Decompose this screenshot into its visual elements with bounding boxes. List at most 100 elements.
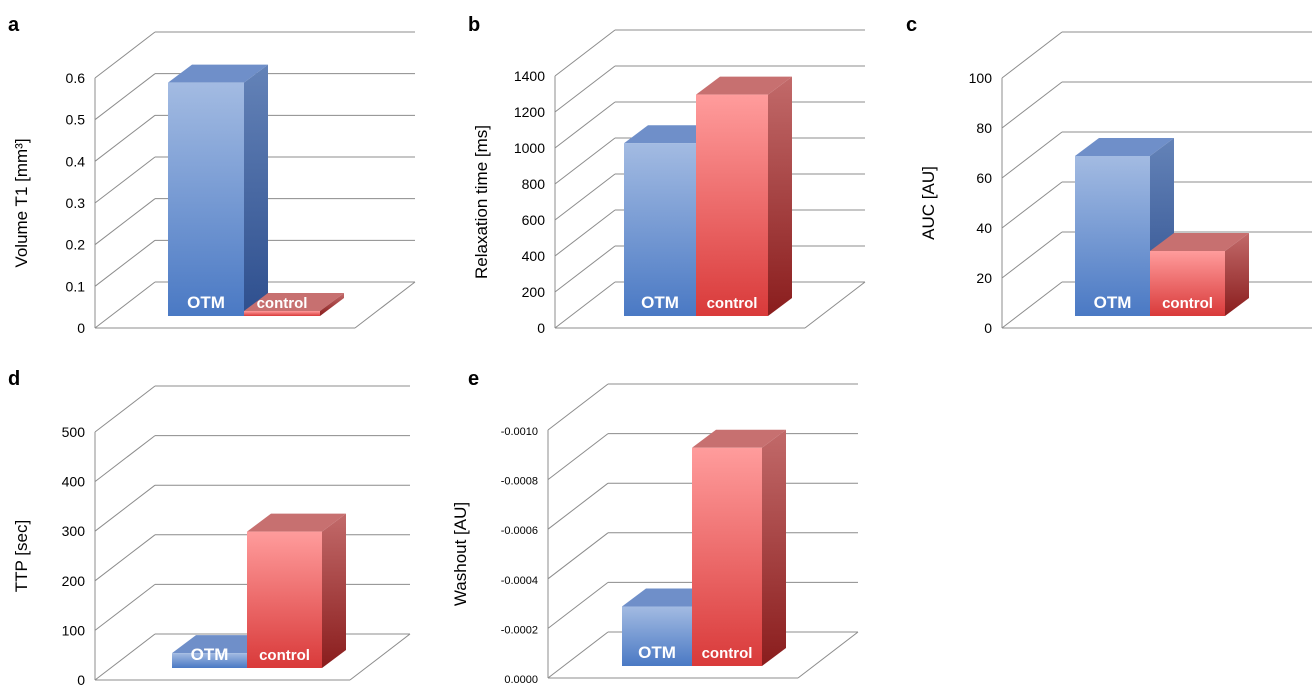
bar-front-face	[692, 447, 762, 666]
y-tick-label: 200	[62, 573, 86, 589]
grid-diagonal	[94, 31, 156, 79]
y-axis-label: Volume T1 [mm³]	[12, 138, 31, 267]
bar-category-label: control	[257, 295, 308, 312]
y-tick-label: 1400	[514, 68, 545, 84]
grid-diagonal	[547, 383, 609, 431]
bar-category-label: OTM	[187, 293, 225, 312]
bar-side-face	[244, 64, 268, 317]
y-tick-label: -0.0010	[501, 426, 538, 438]
bar-control: control	[1150, 233, 1249, 316]
y-tick-label: 40	[976, 220, 992, 236]
chart-panel-c: 0 20 40 60 80 100 AUC [AU] OTM control	[919, 31, 1312, 336]
y-tick-label: 0.3	[66, 195, 86, 211]
bar-control: control	[247, 513, 346, 668]
panel-letter-a: a	[8, 14, 20, 36]
bar-otm: OTM	[168, 64, 268, 317]
bar-front-face	[622, 606, 692, 666]
floor-right-edge	[349, 633, 411, 681]
y-tick-label: 20	[976, 270, 992, 286]
y-tick-label: 0	[77, 672, 85, 686]
y-tick-label: 60	[976, 170, 992, 186]
bar-control: control	[244, 293, 344, 316]
y-tick-label: 0.6	[66, 70, 86, 86]
y-tick-label: -0.0008	[501, 476, 538, 488]
y-tick-label: 100	[62, 622, 86, 638]
chart-panel-e: 0.0000 -0.0002 -0.0004 -0.0006 -0.0008 -0.001…	[451, 383, 859, 686]
grid-diagonal	[1001, 281, 1063, 329]
grid-diagonal	[554, 137, 616, 185]
floor-right-edge	[797, 631, 859, 679]
y-tick-label: 0.0000	[504, 674, 538, 686]
bar-front-face	[168, 82, 244, 317]
panel-letter-b: b	[468, 14, 481, 36]
panel-letter-c: c	[906, 14, 918, 36]
y-tick-label: 600	[522, 212, 546, 228]
bar-side-face	[320, 293, 344, 316]
y-tick-label: 0.2	[66, 237, 86, 253]
y-tick-label: 0	[537, 320, 545, 336]
grid-diagonal	[1001, 231, 1063, 279]
grid-diagonal	[94, 385, 156, 433]
y-tick-label: -0.0006	[501, 525, 538, 537]
grid-diagonal	[94, 484, 156, 532]
y-tick-label: 80	[976, 120, 992, 136]
bar-front-face	[247, 531, 322, 668]
grid-diagonal	[94, 156, 156, 204]
y-tick-label: 500	[62, 424, 86, 440]
y-tick-label: 800	[522, 176, 546, 192]
grid-diagonal	[554, 209, 616, 257]
floor-right-edge	[804, 281, 866, 329]
chart-panel-d: 0 100 200 300 400 500 TTP [sec] OTM control	[12, 385, 411, 686]
bar-category-label: OTM	[641, 293, 679, 312]
grid-diagonal	[94, 239, 156, 287]
bar-category-label: control	[259, 647, 310, 664]
y-tick-label: -0.0004	[501, 575, 538, 587]
bar-control: control	[696, 76, 792, 316]
bar-category-label: control	[707, 295, 758, 312]
chart-panel-a: 0 0.1 0.2 0.3 0.4 0.5 0.6 Volume T1 [mm³] OTM con…	[12, 31, 416, 336]
chart-panel-b: 0 200 400 600 800 1000 1200 1400 Relaxation time…	[472, 29, 866, 336]
grid-diagonal	[554, 173, 616, 221]
bar-side-face	[1225, 233, 1249, 316]
grid-diagonal	[94, 281, 156, 329]
y-tick-label: 0.5	[66, 112, 86, 128]
grid-diagonal	[547, 532, 609, 580]
floor-right-edge	[354, 281, 416, 329]
y-tick-label: 0.1	[66, 278, 86, 294]
bar-top-face	[172, 635, 271, 654]
y-axis-label: TTP [sec]	[12, 520, 31, 592]
bar-front-face	[1150, 251, 1225, 316]
bar-top-face	[1150, 233, 1249, 251]
bar-category-label: control	[1162, 295, 1213, 312]
y-tick-label: 200	[522, 284, 546, 300]
grid-diagonal	[1001, 131, 1063, 179]
grid-diagonal	[94, 198, 156, 246]
y-tick-label: 1000	[514, 140, 545, 156]
bar-front-face	[172, 653, 247, 668]
grid-diagonal	[554, 29, 616, 77]
bar-top-face	[696, 76, 792, 95]
bar-front-face	[624, 143, 696, 316]
y-tick-label: 0	[984, 320, 992, 336]
bar-top-face	[168, 64, 268, 83]
grid-diagonal	[547, 582, 609, 629]
bar-top-face	[692, 429, 786, 448]
bar-category-label: OTM	[638, 643, 676, 662]
grid-diagonal	[94, 73, 156, 121]
grid-diagonal	[554, 65, 616, 113]
grid-diagonal	[94, 435, 156, 482]
bar-top-face	[244, 293, 344, 311]
y-axis-label: Relaxation time [ms]	[472, 125, 491, 279]
bar-top-face	[1075, 138, 1174, 156]
bar-side-face	[322, 513, 346, 668]
grid-diagonal	[1001, 81, 1063, 129]
y-tick-label: 100	[969, 70, 993, 86]
bar-front-face	[244, 311, 320, 316]
bar-side-face	[768, 76, 792, 316]
grid-diagonal	[94, 114, 156, 162]
bar-front-face	[696, 94, 768, 316]
bar-side-face	[762, 429, 786, 666]
y-axis-label: AUC [AU]	[919, 166, 938, 240]
bar-category-label: OTM	[191, 645, 229, 664]
